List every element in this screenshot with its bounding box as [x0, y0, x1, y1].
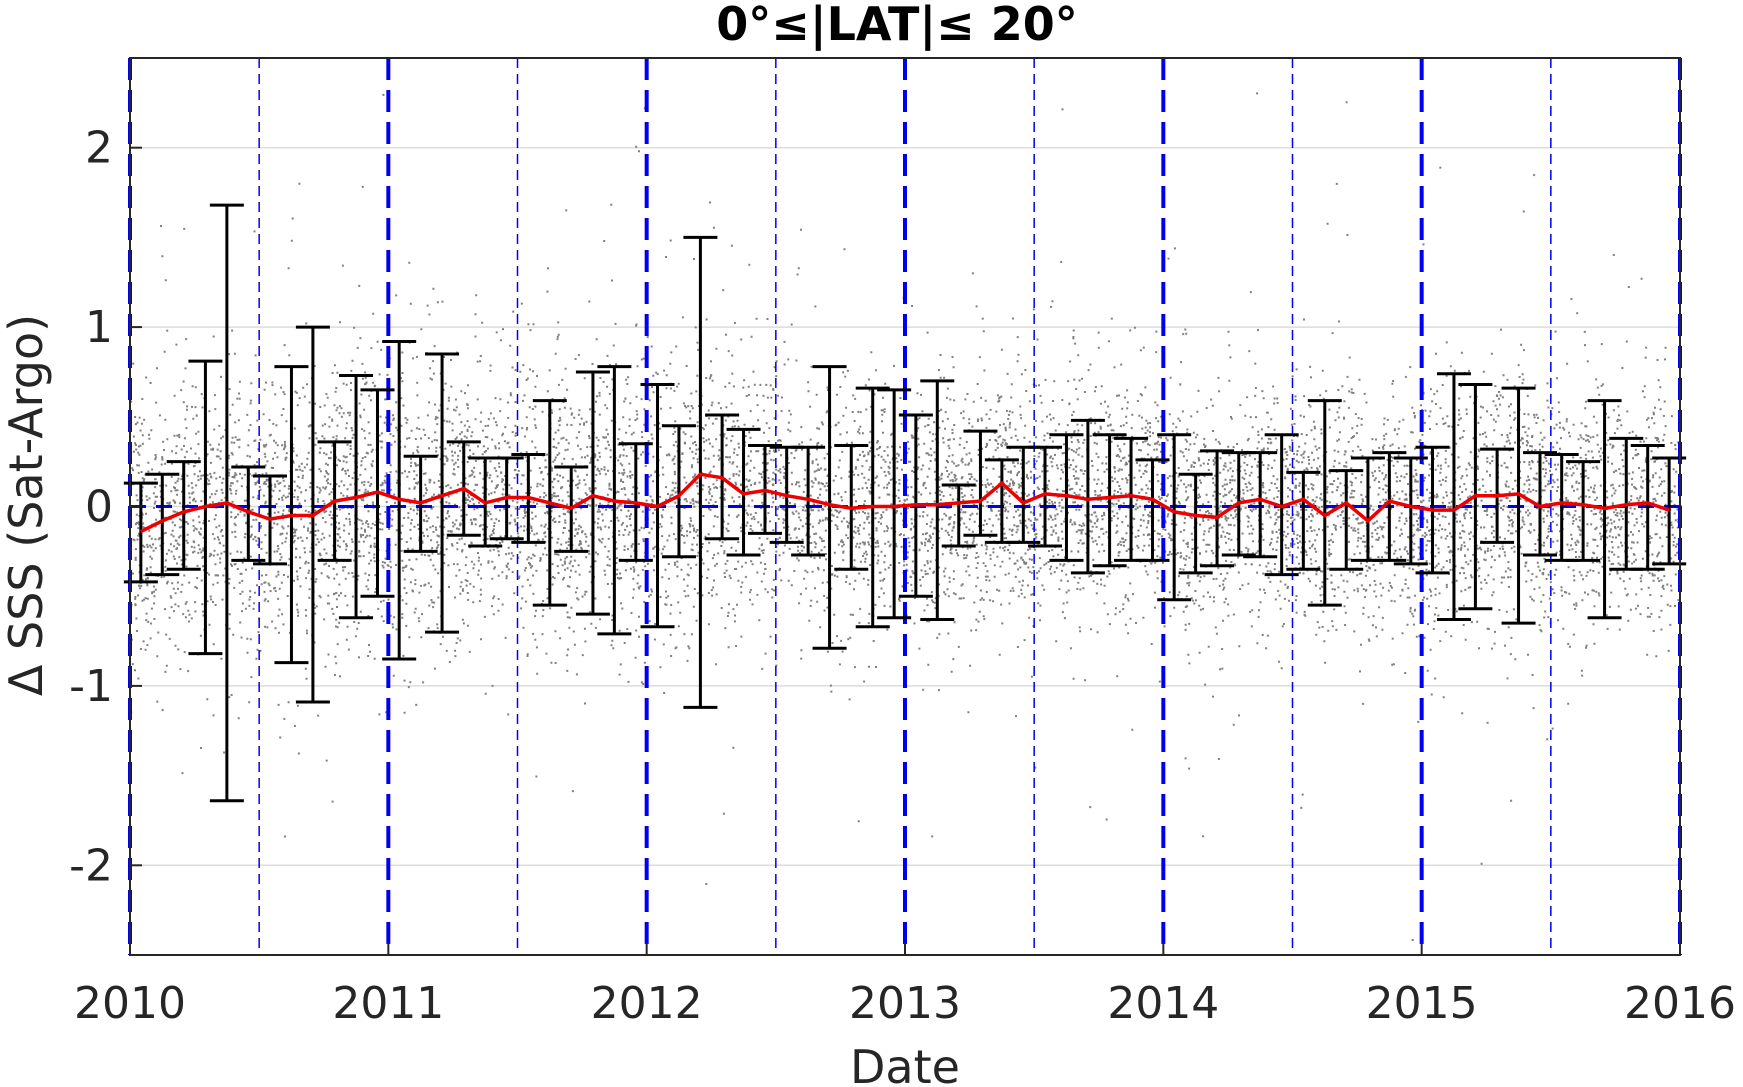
error-bar: [1307, 399, 1342, 607]
error-bar: [1200, 449, 1235, 568]
y-tick-label: 1: [85, 302, 113, 353]
y-axis-ticks: -2 -1 0 1 2: [69, 123, 142, 891]
x-tick-label: 2011: [332, 978, 444, 1029]
chart-title: 0°≤|LAT|≤ 20°: [716, 0, 1077, 52]
error-bar: [575, 370, 610, 616]
error-bar: [812, 365, 847, 650]
error-bar: [1049, 433, 1084, 562]
error-bars: [123, 203, 1687, 803]
error-bar: [683, 235, 718, 709]
y-tick-label: 2: [85, 123, 113, 174]
error-bar: [1393, 456, 1428, 566]
y-tick-label: 0: [85, 482, 113, 533]
error-bar: [1566, 460, 1601, 562]
y-axis-title: Δ SSS (Sat-Argo): [0, 314, 53, 696]
x-tick-label: 2010: [74, 978, 186, 1029]
x-tick-label: 2016: [1624, 978, 1736, 1029]
error-bar: [963, 429, 998, 537]
error-bar: [1135, 458, 1170, 562]
error-bar: [941, 483, 976, 548]
error-bar: [166, 460, 201, 571]
error-bar: [1286, 470, 1321, 571]
error-bar: [145, 472, 180, 577]
x-axis-ticks: 2010 2011 2012 2013 2014 2015 2016: [74, 943, 1736, 1029]
x-tick-label: 2013: [849, 978, 961, 1029]
error-bar: [1329, 469, 1364, 571]
mean-line: [140, 472, 1670, 534]
y-tick-label: -2: [69, 840, 113, 891]
error-bar: [791, 445, 826, 557]
monthly-mean-line: [140, 472, 1670, 534]
x-tick-label: 2012: [591, 978, 703, 1029]
x-tick-label: 2015: [1366, 978, 1478, 1029]
error-bar: [425, 352, 460, 634]
error-bar: [877, 388, 912, 620]
error-bar: [1028, 445, 1063, 548]
error-bar: [1070, 418, 1105, 575]
x-tick-label: 2014: [1107, 978, 1219, 1029]
x-axis-title: Date: [850, 1040, 960, 1087]
error-bar: [1501, 386, 1536, 625]
error-bar: [920, 379, 955, 622]
error-bar: [1436, 372, 1471, 622]
error-bar: [1157, 433, 1192, 602]
error-bar: [1372, 451, 1407, 562]
error-bar: [1522, 451, 1557, 557]
error-bar: [1243, 451, 1278, 559]
error-bar: [661, 424, 696, 559]
y-tick-label: -1: [69, 661, 113, 712]
error-bar: [1092, 433, 1127, 568]
error-bar: [1178, 472, 1213, 575]
error-bar: [1630, 444, 1665, 571]
